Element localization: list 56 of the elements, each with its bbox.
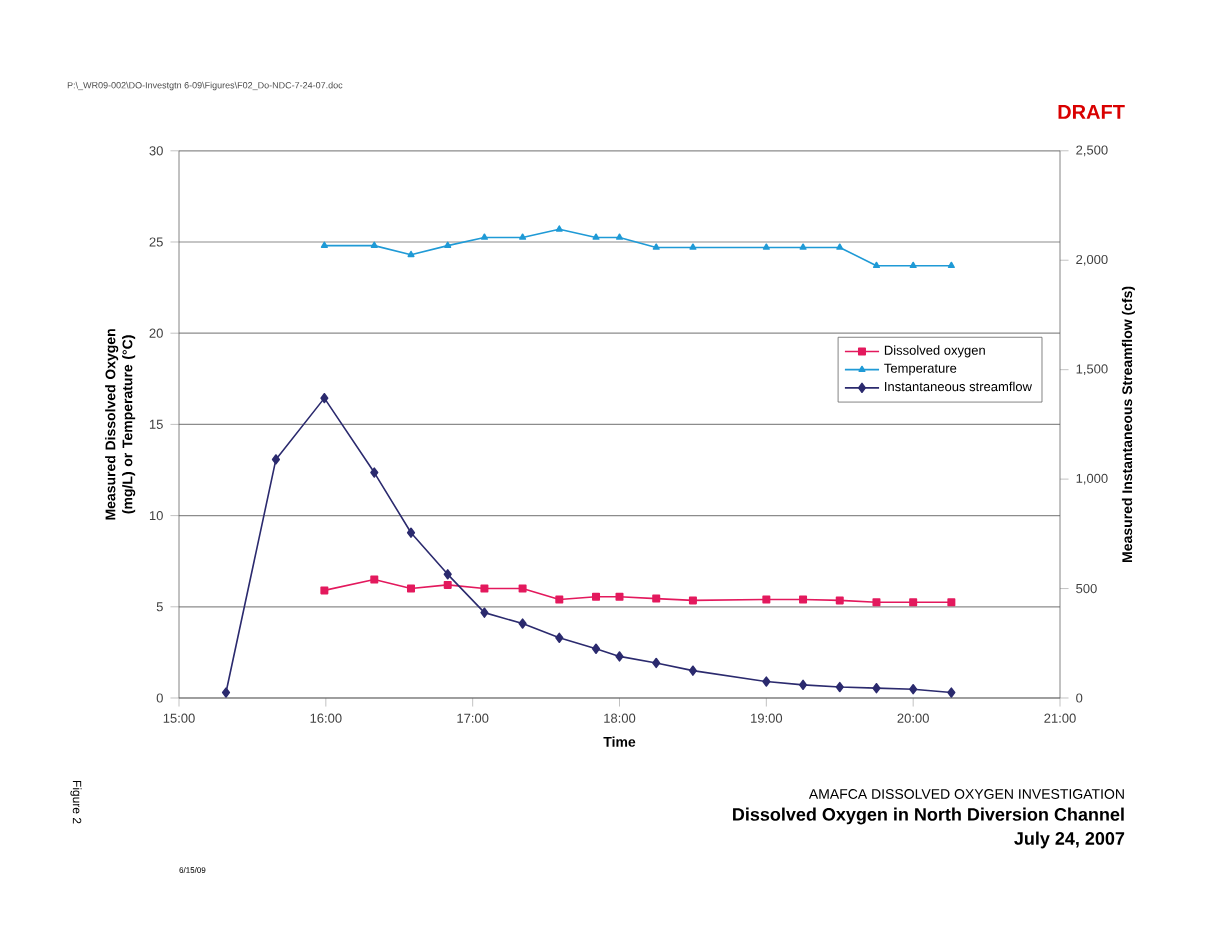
point (909, 261, 917, 269)
point (615, 592, 624, 601)
text: DRAFT (1058, 105, 1125, 119)
point (480, 233, 488, 240)
point (762, 676, 771, 687)
point (519, 233, 527, 240)
point (689, 243, 697, 250)
point (798, 679, 808, 691)
point (407, 250, 415, 258)
point (947, 687, 956, 698)
point (688, 596, 697, 605)
point (591, 643, 601, 654)
point (799, 595, 808, 604)
point (370, 575, 379, 584)
point (518, 618, 527, 629)
point (835, 596, 844, 605)
point (480, 584, 489, 593)
point (406, 527, 416, 538)
point (320, 392, 329, 404)
point (518, 584, 527, 593)
point (407, 584, 416, 593)
text: July 24, 2007 (1014, 831, 1125, 849)
point (555, 595, 564, 604)
point (762, 243, 770, 250)
point (836, 243, 844, 250)
point (443, 569, 452, 580)
point (615, 233, 624, 240)
point (909, 598, 918, 607)
point (872, 598, 881, 607)
point (480, 607, 489, 618)
point (444, 241, 452, 249)
point (762, 595, 771, 604)
text: Dissolved Oxygen in North Diversion Channel (733, 807, 1124, 825)
point (443, 580, 452, 589)
point (947, 598, 956, 607)
point (652, 243, 660, 250)
point (271, 454, 281, 465)
point (652, 657, 661, 669)
point (555, 632, 564, 643)
point (688, 665, 698, 676)
point (909, 684, 918, 695)
point (592, 233, 600, 240)
point (370, 467, 379, 478)
point (872, 261, 881, 269)
point (947, 261, 955, 269)
point (799, 243, 807, 250)
point (592, 592, 601, 601)
point (555, 225, 563, 232)
point (320, 586, 329, 595)
point (652, 594, 661, 603)
point (872, 682, 881, 694)
point (835, 681, 844, 693)
point (370, 241, 378, 249)
point (615, 651, 624, 662)
point (320, 241, 328, 249)
point (221, 687, 231, 698)
